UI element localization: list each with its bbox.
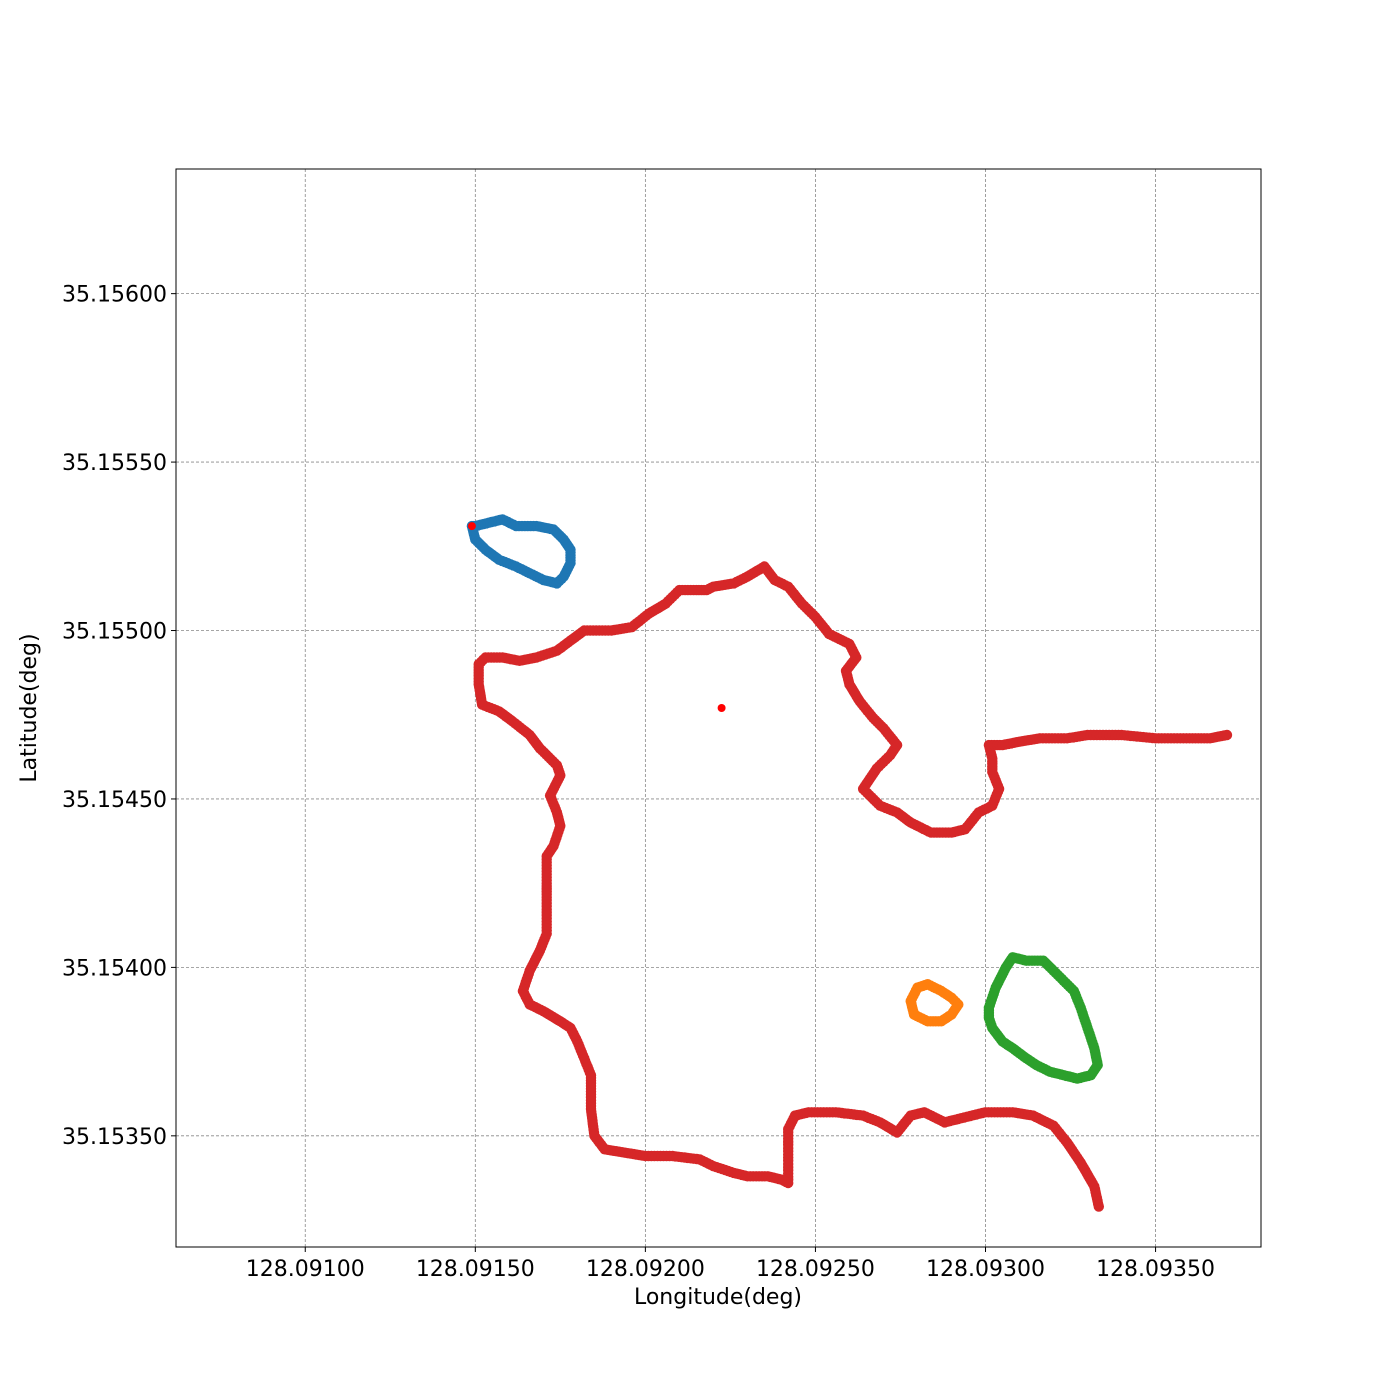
y-tick-labels: 35.15350 35.15400 35.15450 35.15500 35.15550… — [62, 283, 167, 1150]
series-4-point — [467, 522, 476, 531]
y-tick-label: 35.15450 — [62, 788, 167, 813]
y-tick-label: 35.15550 — [62, 451, 167, 476]
series-4-point — [717, 704, 726, 712]
grid-lines — [176, 169, 1261, 1247]
tick-marks — [171, 293, 1157, 1252]
x-tick-label: 128.09300 — [926, 1257, 1045, 1282]
x-tick-label: 128.09200 — [586, 1257, 705, 1282]
x-axis-label: Longitude(deg) — [634, 1285, 802, 1310]
plot-frame — [175, 168, 1262, 1248]
data-series — [466, 514, 1233, 1212]
x-tick-label: 128.09250 — [756, 1257, 875, 1282]
series-2-point — [906, 998, 917, 1009]
x-tick-labels: 128.09100 128.09150 128.09200 128.09250 128.… — [246, 1257, 1215, 1282]
x-tick-label: 128.09150 — [416, 1257, 535, 1282]
y-axis-label: Latitude(deg) — [17, 633, 42, 782]
y-tick-label: 35.15400 — [62, 956, 167, 981]
x-tick-label: 128.09100 — [246, 1257, 365, 1282]
y-tick-label: 35.15350 — [62, 1125, 167, 1150]
series-0-point — [1221, 729, 1233, 741]
y-tick-label: 35.15600 — [62, 283, 167, 308]
y-tick-label: 35.15500 — [62, 620, 167, 645]
series-3-point — [983, 1005, 995, 1016]
x-tick-label: 128.09350 — [1096, 1257, 1215, 1282]
